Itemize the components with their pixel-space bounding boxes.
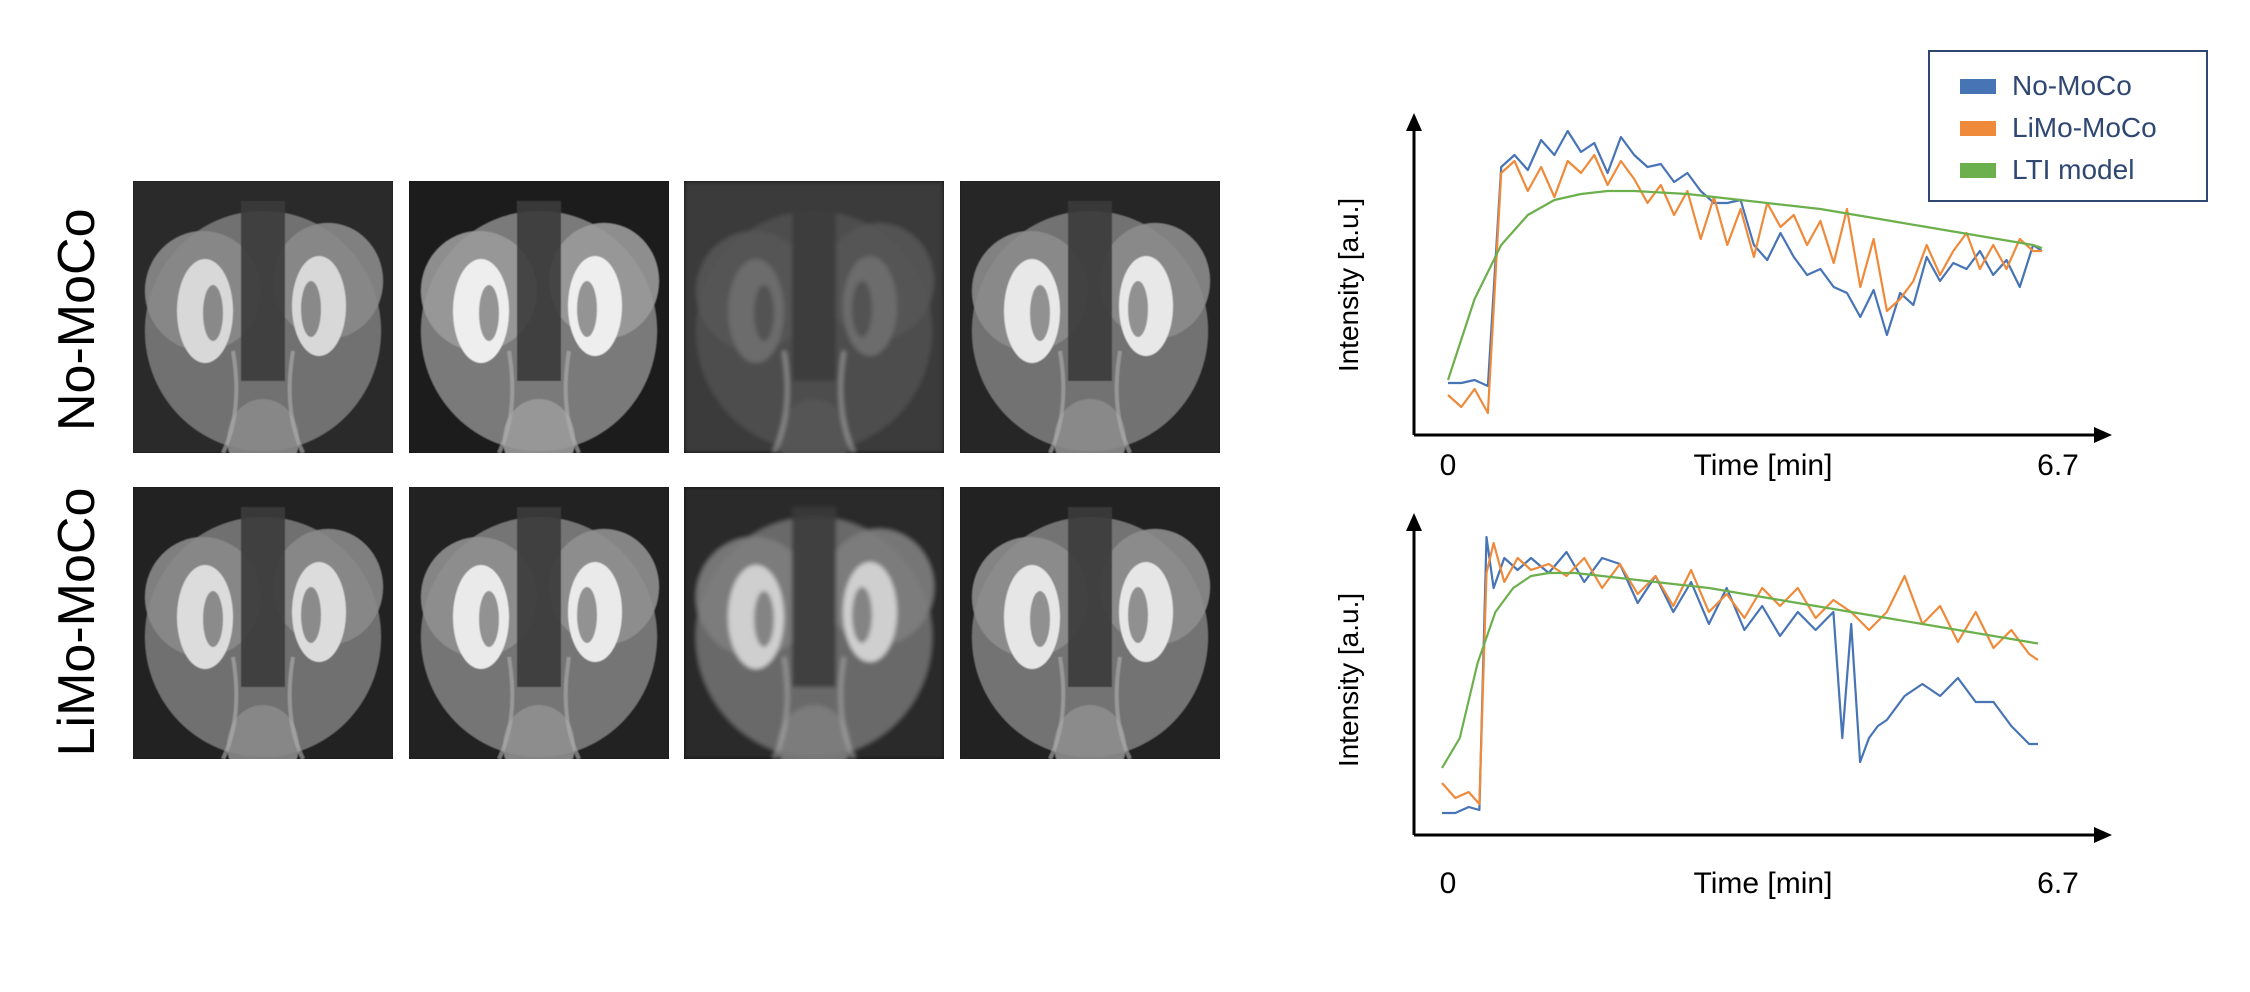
- x-axis-arrow: [2094, 827, 2112, 843]
- mri-tile-nomoco-4: [960, 181, 1220, 453]
- series-line-no-moco: [1442, 535, 2038, 815]
- y-axis-arrow: [1406, 113, 1422, 131]
- mri-tile-nomoco-1: [133, 181, 393, 453]
- legend-item-limo-moco: LiMo-MoCo: [1960, 108, 2157, 148]
- series-line-lti-model: [1446, 189, 2043, 381]
- legend-swatch-no-moco: [1960, 78, 1996, 94]
- legend-label-no-moco: No-MoCo: [2012, 70, 2132, 101]
- legend-label-lti-model: LTI model: [2012, 154, 2135, 185]
- y-axis-arrow: [1406, 513, 1422, 531]
- x-axis-arrow: [2094, 427, 2112, 443]
- legend-swatch-lti-model: [1960, 162, 1996, 178]
- mri-tile-limo-3: [684, 487, 944, 759]
- legend-item-no-moco: No-MoCo: [1960, 66, 2132, 106]
- mri-tile-limo-1: [133, 487, 393, 759]
- x-axis-label: Time [min]: [1694, 867, 1833, 900]
- series-line-limo-moco: [1441, 541, 2039, 806]
- x-tick-label-end: 6.7: [2037, 867, 2079, 900]
- legend: No-MoCo LiMo-MoCo LTI model: [1928, 50, 2208, 202]
- x-tick-label-start: 0: [1440, 449, 1457, 482]
- mri-tile-limo-2: [409, 487, 669, 759]
- mri-tile-nomoco-3: [684, 181, 944, 453]
- x-tick-label-start: 0: [1440, 867, 1457, 900]
- x-axis-label: Time [min]: [1694, 449, 1833, 482]
- legend-swatch-limo-moco: [1960, 120, 1996, 136]
- y-axis-label: Intensity [a.u.]: [1333, 198, 1364, 372]
- mri-tile-nomoco-2: [409, 181, 669, 453]
- row-label-no-moco: No-MoCo: [48, 208, 106, 432]
- y-axis-label: Intensity [a.u.]: [1333, 593, 1364, 767]
- row-label-limo-moco: LiMo-MoCo: [48, 487, 106, 757]
- legend-label-limo-moco: LiMo-MoCo: [2012, 112, 2157, 143]
- series-line-lti-model: [1441, 571, 2039, 769]
- x-tick-label-end: 6.7: [2037, 449, 2079, 482]
- mri-tile-limo-4: [960, 487, 1220, 759]
- chart-2: 0 6.7 Time [min] Intensity [a.u.]: [1333, 513, 2112, 900]
- legend-item-lti-model: LTI model: [1960, 150, 2134, 190]
